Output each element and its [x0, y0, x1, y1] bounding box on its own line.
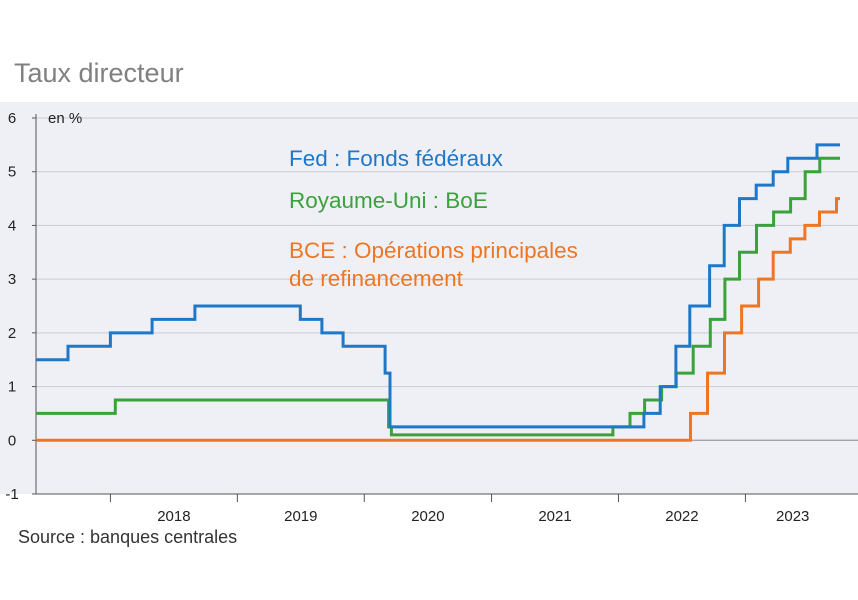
series-line-0 [36, 143, 840, 429]
legend-entry-1: Royaume-Uni : BoE [289, 188, 488, 213]
y-axis-unit-label: en % [48, 110, 82, 127]
y-tick-label: 0 [8, 432, 16, 449]
y-tick-label: 1 [8, 379, 16, 396]
legend: Fed : Fonds fédéraux Royaume-Uni : BoE BCE… [289, 146, 578, 291]
gridlines [36, 117, 858, 388]
x-tick-label: 2019 [284, 508, 317, 525]
y-tick-label: 6 [8, 110, 16, 127]
series-lines [36, 143, 840, 442]
x-tick-label: 2021 [538, 508, 571, 525]
series-line-2 [36, 197, 840, 442]
x-tick-label: 2018 [157, 508, 190, 525]
y-tick-label: -1 [5, 486, 18, 503]
y-tick-label: 2 [8, 325, 16, 342]
y-tick-label: 5 [8, 164, 16, 181]
legend-entry-2: de refinancement [289, 266, 464, 291]
source-note: Source : banques centrales [18, 527, 238, 547]
y-tick-label: 3 [8, 271, 16, 288]
legend-entry-2: BCE : Opérations principales [289, 238, 578, 263]
legend-entry-0: Fed : Fonds fédéraux [289, 146, 504, 171]
x-tick-label: 2020 [411, 508, 444, 525]
plot-background [0, 102, 858, 494]
x-tick-label: 2022 [665, 508, 698, 525]
x-tick-label: 2023 [776, 508, 809, 525]
chart-title: Taux directeur [14, 58, 184, 88]
y-tick-label: 4 [8, 217, 16, 234]
series-line-1 [36, 156, 840, 437]
